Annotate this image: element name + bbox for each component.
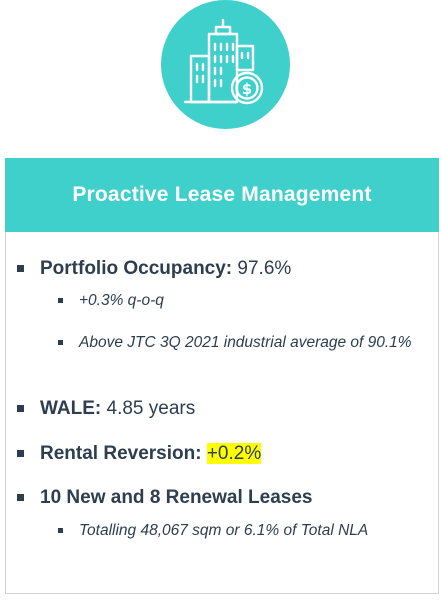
item-label: 10 New and 8 Renewal Leases	[40, 487, 313, 508]
sub-bullet-icon	[58, 340, 63, 345]
item-label: WALE:	[40, 398, 102, 419]
sub-item: +0.3% q-o-q	[79, 292, 164, 309]
item-value: 97.6%	[237, 258, 292, 279]
icon-circle: $	[161, 0, 290, 129]
sub-bullet-icon	[58, 298, 63, 303]
item-value-highlighted: +0.2%	[206, 443, 262, 464]
sub-item: Above JTC 3Q 2021 industrial average of …	[79, 334, 412, 351]
card-header: Proactive Lease Management	[5, 158, 439, 232]
bullet-icon	[17, 405, 24, 412]
sub-bullet-icon	[58, 528, 63, 533]
item-text: WALE: 4.85 years	[40, 398, 195, 420]
item-label: Rental Reversion:	[40, 443, 202, 464]
item-value: 4.85 years	[106, 398, 196, 419]
item-text: Portfolio Occupancy: 97.6%	[40, 258, 291, 280]
bullet-icon	[17, 494, 24, 501]
sub-item: Totalling 48,067 sqm or 6.1% of Total NL…	[79, 522, 369, 539]
card-title: Proactive Lease Management	[72, 183, 372, 206]
buildings-dollar-icon: $	[183, 18, 264, 105]
item-text: 10 New and 8 Renewal Leases	[40, 487, 312, 509]
bullet-icon	[17, 450, 24, 457]
item-text: Rental Reversion: +0.2%	[40, 443, 262, 465]
svg-text:$: $	[242, 80, 252, 98]
bullet-icon	[17, 265, 24, 272]
item-label: Portfolio Occupancy:	[40, 258, 233, 279]
